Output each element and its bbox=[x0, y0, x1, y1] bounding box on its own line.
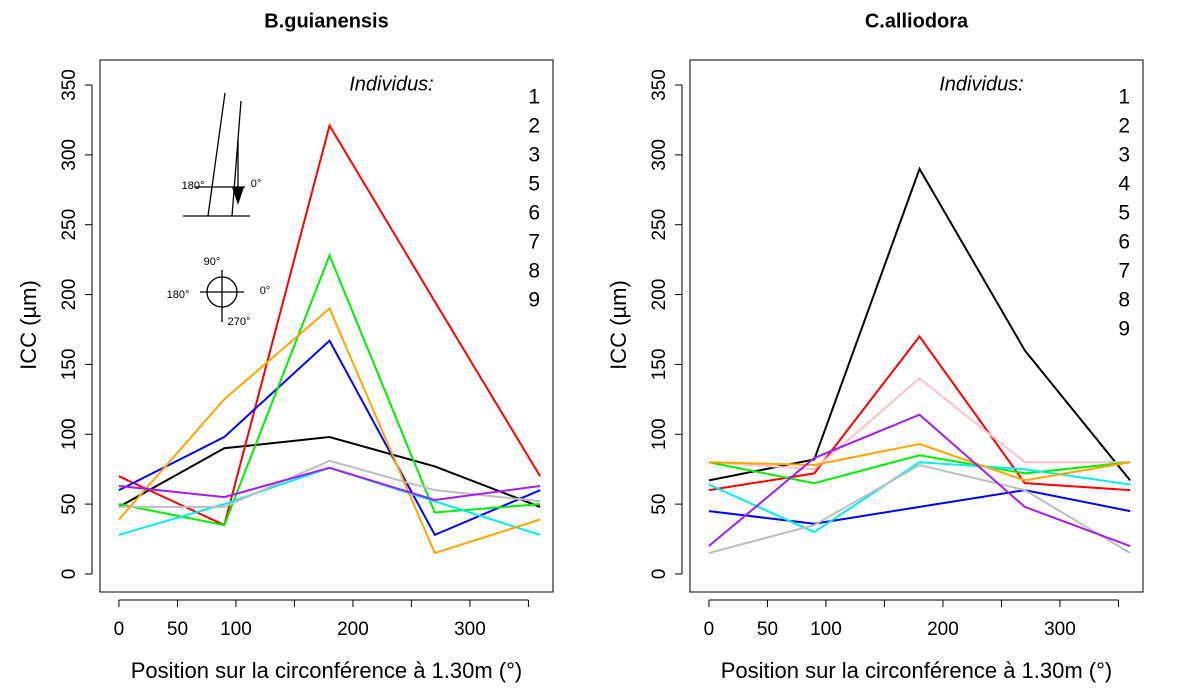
legend-entry: 5 bbox=[1118, 202, 1130, 225]
inset bbox=[183, 92, 250, 322]
inset-arrow bbox=[232, 187, 244, 206]
inset-label: 0° bbox=[260, 285, 271, 297]
chart-title: B.guianensis bbox=[264, 10, 388, 32]
legend-entry: 9 bbox=[528, 289, 540, 312]
series-line bbox=[708, 463, 1131, 554]
inset-labels: 180° 0° 90° 180° 0° 270° bbox=[167, 178, 271, 328]
inset-label: 180° bbox=[167, 289, 190, 301]
legend-entry: 7 bbox=[1118, 260, 1130, 283]
y-axis-label: ICC (µm) bbox=[16, 280, 41, 370]
inset-line bbox=[231, 100, 242, 217]
inset-label: 0° bbox=[251, 178, 262, 190]
y-tick-label: 350 bbox=[649, 69, 670, 101]
x-axis-label: Position sur la circonférence à 1.30m (°… bbox=[131, 658, 523, 683]
inset-label: 180° bbox=[182, 180, 205, 192]
legend-entry: 4 bbox=[1118, 173, 1130, 196]
y-tick-label: 50 bbox=[59, 494, 80, 515]
y-tick-label: 0 bbox=[59, 569, 80, 580]
y-tick-label: 150 bbox=[59, 349, 80, 381]
legend-entry: 8 bbox=[528, 260, 540, 283]
y-tick-label: 0 bbox=[649, 569, 670, 580]
y-tick-label: 350 bbox=[59, 69, 80, 101]
series-line bbox=[118, 466, 541, 536]
series-line bbox=[118, 339, 541, 537]
x-tick-label: 0 bbox=[114, 619, 125, 640]
x-tick-label: 200 bbox=[927, 619, 959, 640]
chart-title: C.alliodora bbox=[865, 10, 969, 32]
legend-entry: 7 bbox=[528, 231, 540, 254]
legend-entry: 2 bbox=[528, 115, 540, 138]
x-tick-label: 200 bbox=[337, 619, 369, 640]
y-tick-label: 150 bbox=[649, 349, 670, 381]
legend-title: Individus: bbox=[939, 73, 1024, 95]
legend-entry: 3 bbox=[1118, 144, 1130, 167]
series-line bbox=[708, 334, 1131, 492]
y-tick-label: 300 bbox=[59, 139, 80, 171]
plot-box bbox=[689, 59, 1144, 593]
y-tick-label: 200 bbox=[59, 279, 80, 311]
x-tick-label: 300 bbox=[454, 619, 486, 640]
x-axis-label: Position sur la circonférence à 1.30m (°… bbox=[721, 658, 1113, 683]
inset-label: 270° bbox=[228, 316, 251, 328]
series-line bbox=[708, 443, 1131, 482]
y-tick-label: 50 bbox=[649, 494, 670, 515]
y-tick-label: 100 bbox=[649, 418, 670, 450]
x-tick-label: 0 bbox=[704, 619, 715, 640]
y-tick-label: 200 bbox=[649, 279, 670, 311]
series-line bbox=[708, 413, 1131, 547]
series-line bbox=[708, 454, 1131, 485]
x-tick-label: 100 bbox=[220, 619, 252, 640]
legend-entry: 8 bbox=[1118, 289, 1130, 312]
legend-entry: 9 bbox=[1118, 318, 1130, 341]
y-axis-label: ICC (µm) bbox=[606, 280, 631, 370]
legend-entry: 3 bbox=[528, 144, 540, 167]
legend-entry: 6 bbox=[1118, 231, 1130, 254]
series-line bbox=[118, 436, 541, 508]
series-line bbox=[708, 166, 1131, 482]
x-tick-label: 100 bbox=[810, 619, 842, 640]
series-line bbox=[118, 252, 541, 527]
legend-title: Individus: bbox=[349, 73, 434, 95]
series-line bbox=[118, 459, 541, 508]
series-line bbox=[118, 466, 541, 501]
legend-entry: 1 bbox=[1118, 86, 1130, 109]
legend-entry: 2 bbox=[1118, 115, 1130, 138]
series-line bbox=[118, 306, 541, 555]
inset-label: 90° bbox=[204, 256, 221, 268]
legend-entry: 5 bbox=[528, 173, 540, 196]
x-tick-label: 50 bbox=[167, 619, 188, 640]
y-tick-label: 250 bbox=[649, 209, 670, 241]
y-tick-label: 300 bbox=[649, 139, 670, 171]
legend-entry: 1 bbox=[528, 86, 540, 109]
plot-box bbox=[99, 59, 554, 593]
y-tick-label: 250 bbox=[59, 209, 80, 241]
y-tick-label: 100 bbox=[59, 418, 80, 450]
series-line bbox=[118, 122, 541, 527]
series-line bbox=[708, 377, 1131, 471]
legend-entry: 6 bbox=[528, 202, 540, 225]
inset-line bbox=[207, 92, 226, 217]
x-tick-label: 300 bbox=[1044, 619, 1076, 640]
x-tick-label: 50 bbox=[757, 619, 778, 640]
series-line bbox=[708, 489, 1131, 525]
